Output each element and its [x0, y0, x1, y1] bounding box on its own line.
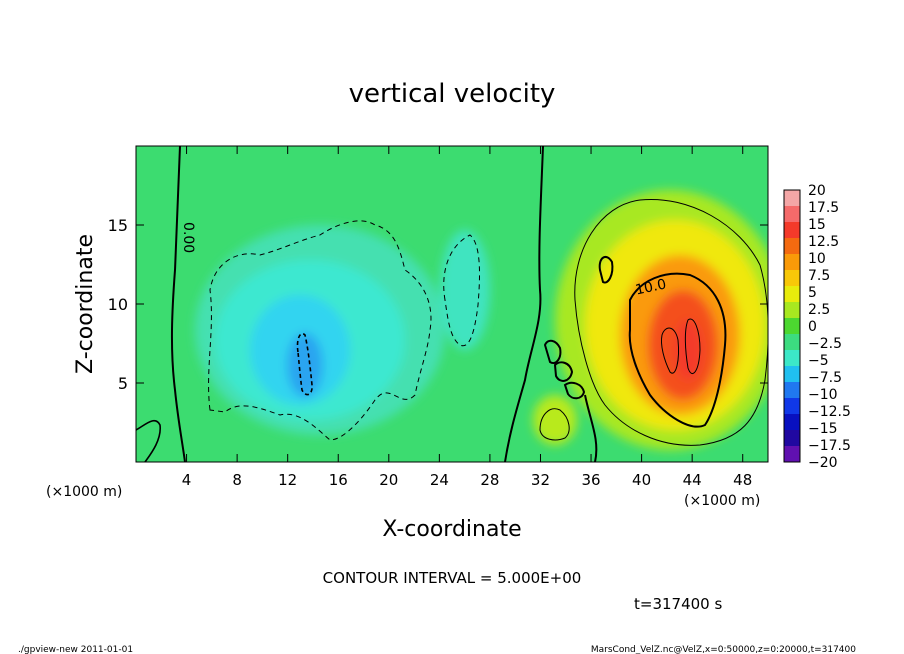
colorbar-label: 12.5 — [808, 234, 839, 250]
x-tick-label: 28 — [480, 471, 499, 489]
zero-contour-west — [170, 146, 186, 462]
footer-left: ./gpview-new 2011-01-01 — [18, 645, 133, 654]
svg-text:0.00: 0.00 — [180, 222, 196, 253]
contour-minus10 — [296, 333, 313, 396]
colorbar-label: −17.5 — [808, 438, 851, 454]
x-tick-label: 44 — [683, 471, 702, 489]
colorbar-cell — [784, 270, 800, 287]
contour-label: 0.00 — [180, 222, 196, 253]
y-tick-label: 10 — [108, 295, 128, 314]
contour-labels: 0.00 10.0 — [180, 222, 668, 298]
colorbar-label: −20 — [808, 455, 838, 471]
x-axis: 4 8 12 16 20 24 28 32 36 40 44 48 — [182, 146, 752, 489]
updraft-peak — [674, 320, 702, 380]
colorbar-label: 15 — [808, 217, 826, 233]
downdraft-region-east — [440, 230, 490, 350]
colorbar-cell — [784, 382, 800, 399]
colorbar-cell — [784, 190, 800, 207]
colorbar-label: 10 — [808, 251, 826, 267]
contour-south-edge — [136, 420, 161, 462]
colorbar-cell — [784, 286, 800, 303]
x-unit-left: (×1000 m) — [46, 484, 122, 500]
contour-plus15 — [661, 327, 679, 374]
x-tick-label: 40 — [632, 471, 651, 489]
time-text: t=317400 s — [634, 595, 722, 613]
contour-small-updraft — [598, 255, 614, 284]
colorbar-label: 0 — [808, 319, 817, 335]
y-tick-label: 5 — [118, 374, 128, 393]
plot-area — [136, 146, 768, 462]
downdraft-core — [287, 333, 323, 397]
x-tick-label: 32 — [531, 471, 550, 489]
contour-label: 10.0 — [634, 276, 668, 298]
colorbar-cell — [784, 318, 800, 335]
colorbar-label: 20 — [808, 183, 826, 199]
x-tick-label: 12 — [278, 471, 297, 489]
x-tick-label: 48 — [733, 471, 752, 489]
colorbar-cell — [784, 334, 800, 351]
x-axis-label: X-coordinate — [382, 517, 521, 542]
zero-contour-central — [504, 146, 544, 462]
colorbar-label: −2.5 — [808, 336, 842, 352]
colorbar-label: −7.5 — [808, 370, 842, 386]
contour-minus5-east — [443, 234, 480, 347]
x-tick-label: 36 — [581, 471, 600, 489]
contour-cluster — [543, 339, 586, 400]
x-unit-right: (×1000 m) — [684, 493, 760, 509]
colorbar-cell — [784, 206, 800, 223]
colorbar-cell — [784, 254, 800, 271]
chart-title: vertical velocity — [349, 79, 556, 109]
colorbar-label: 2.5 — [808, 302, 830, 318]
contour-plus5 — [574, 198, 768, 446]
svg-text:10.0: 10.0 — [634, 276, 668, 298]
colorbar-label: 7.5 — [808, 268, 830, 284]
colorbar-label: −15 — [808, 421, 838, 437]
updraft-secondary — [533, 395, 577, 445]
x-tick-label: 20 — [379, 471, 398, 489]
y-axis: 5 10 15 — [108, 216, 768, 393]
footer-right: MarsCond_VelZ.nc@VelZ,x=0:50000,z=0:2000… — [591, 645, 856, 654]
colorbar-label: −12.5 — [808, 404, 851, 420]
colorbar-frame — [783, 189, 801, 463]
colorbar-cell — [784, 430, 800, 447]
y-axis-label: Z-coordinate — [73, 234, 98, 374]
colorbar-cell — [784, 446, 800, 463]
contour-plus10 — [628, 272, 727, 428]
contour-plus15-east — [684, 318, 701, 374]
colorbar-cell — [784, 238, 800, 255]
colorbar-cell — [784, 414, 800, 431]
colorbar-cell — [784, 222, 800, 239]
colorbar-label: 17.5 — [808, 200, 839, 216]
colorbar-label: 5 — [808, 285, 817, 301]
y-tick-label: 15 — [108, 216, 128, 235]
x-tick-label: 24 — [430, 471, 449, 489]
colorbar-label: −10 — [808, 387, 838, 403]
contour-plus5-south — [539, 408, 570, 441]
colorbar-cell — [784, 366, 800, 383]
colorbar-cell — [784, 350, 800, 367]
x-tick-label: 8 — [232, 471, 242, 489]
x-tick-label: 4 — [182, 471, 192, 489]
colorbar-cell — [784, 398, 800, 415]
colorbar-cell — [784, 302, 800, 319]
colorbar-label: −5 — [808, 353, 829, 369]
x-tick-label: 16 — [329, 471, 348, 489]
zero-contour-south-east — [584, 394, 598, 462]
contour-interval-text: CONTOUR INTERVAL = 5.000E+00 — [323, 569, 582, 587]
colorbar: 2017.51512.5107.552.50−2.5−5−7.5−10−12.5… — [783, 183, 851, 471]
